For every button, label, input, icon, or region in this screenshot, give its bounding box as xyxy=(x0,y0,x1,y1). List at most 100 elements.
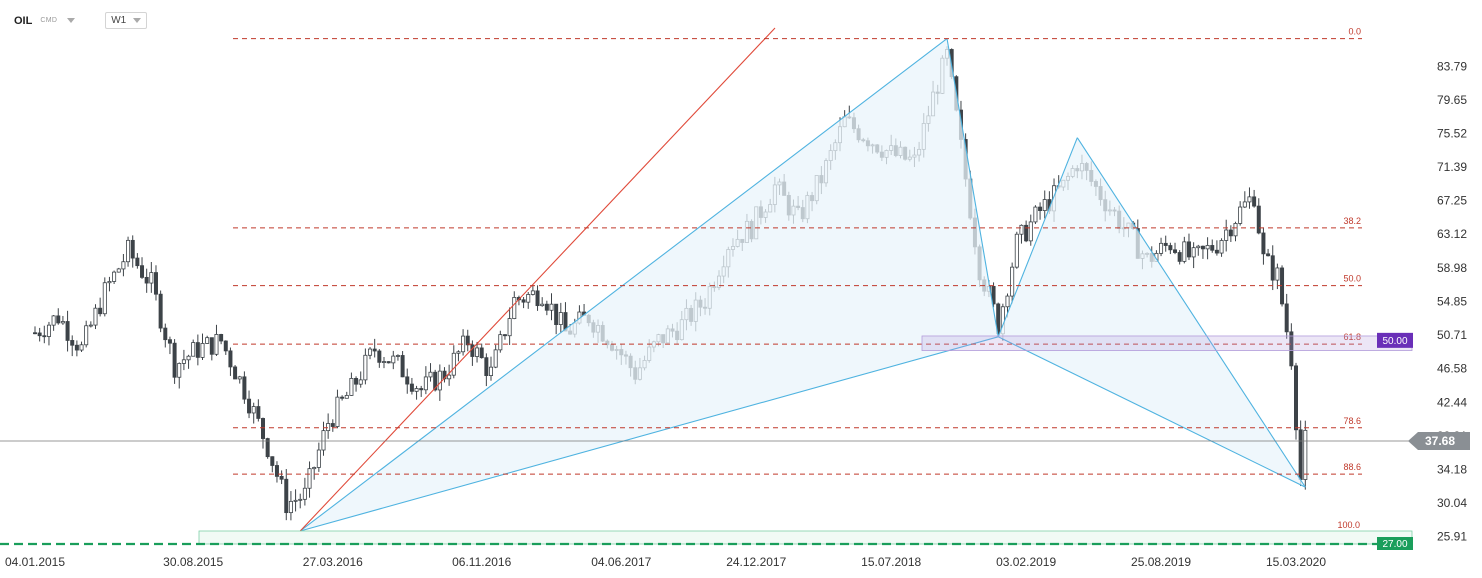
zone-tag-label: 50.00 xyxy=(1382,336,1407,347)
candle-body xyxy=(1219,240,1224,254)
candle xyxy=(419,385,424,397)
symbol-label[interactable]: OIL xyxy=(14,14,33,27)
timeframe-select[interactable]: W1 xyxy=(105,12,148,29)
candle-body xyxy=(354,378,359,385)
candle-body xyxy=(149,272,154,284)
support-zone xyxy=(198,530,1413,545)
candle-body xyxy=(1247,196,1252,203)
candle-body xyxy=(1024,224,1029,242)
candle-body xyxy=(344,395,349,399)
candle-body xyxy=(1173,249,1178,253)
candle-body xyxy=(1186,241,1191,258)
candle xyxy=(88,321,93,328)
symbol-dropdown-icon[interactable] xyxy=(67,18,76,23)
candle xyxy=(177,362,182,389)
candle-body xyxy=(279,476,284,480)
candle-body xyxy=(549,303,554,311)
candle xyxy=(1219,238,1224,257)
candle-body xyxy=(284,478,289,514)
candle-body xyxy=(1233,223,1238,237)
y-tick-label: 58.98 xyxy=(1437,261,1467,275)
candle-body xyxy=(507,318,512,337)
candle xyxy=(233,365,238,380)
candle-body xyxy=(340,396,345,399)
candle-body xyxy=(191,342,196,357)
candle xyxy=(270,456,275,473)
zone-tag xyxy=(1377,332,1413,348)
candle-body xyxy=(377,350,382,363)
candle-body xyxy=(1014,233,1019,268)
candle xyxy=(181,349,186,371)
candle xyxy=(544,300,549,316)
candle xyxy=(358,371,363,388)
candle xyxy=(405,368,410,394)
candle-body xyxy=(37,332,42,337)
candle-body xyxy=(116,268,121,273)
candle-body xyxy=(386,361,391,364)
candle-body xyxy=(121,261,126,270)
candle xyxy=(167,336,172,355)
candle-body xyxy=(1303,429,1308,480)
candle-body xyxy=(46,324,51,337)
candle xyxy=(65,310,70,352)
candle xyxy=(1038,202,1043,220)
fib-label: 38.2 xyxy=(1343,216,1361,226)
y-tick-label: 50.71 xyxy=(1437,328,1467,342)
candle-body xyxy=(158,293,163,329)
candle-body xyxy=(1191,247,1196,258)
candle xyxy=(1042,190,1047,219)
candle xyxy=(535,285,540,311)
candle xyxy=(1186,233,1191,261)
candle xyxy=(423,366,428,395)
candle xyxy=(79,341,84,352)
candle-body xyxy=(1294,365,1299,431)
y-tick-label: 67.25 xyxy=(1437,194,1467,208)
support-tag xyxy=(1377,537,1413,550)
candle xyxy=(1238,201,1243,226)
candle-body xyxy=(1196,245,1201,249)
candle xyxy=(126,236,131,267)
candle xyxy=(540,297,545,307)
candle xyxy=(186,354,191,369)
candle-body xyxy=(405,376,410,385)
candle xyxy=(33,326,38,335)
candle xyxy=(354,376,359,392)
candle xyxy=(1200,245,1205,259)
candle xyxy=(37,327,42,342)
candle-body xyxy=(419,388,424,391)
candle xyxy=(1028,214,1033,246)
candle-body xyxy=(1289,331,1294,367)
x-tick-label: 04.06.2017 xyxy=(591,555,651,569)
candle xyxy=(1252,189,1257,208)
candle-body xyxy=(363,354,368,381)
candle xyxy=(526,292,531,309)
candle-body xyxy=(163,327,168,341)
candle xyxy=(502,334,507,340)
candle xyxy=(307,461,312,498)
candle-body xyxy=(521,299,526,303)
candle xyxy=(530,285,535,296)
candle-body xyxy=(428,371,433,378)
candle-body xyxy=(1270,255,1275,281)
candle xyxy=(1010,262,1015,304)
candle xyxy=(381,356,386,369)
candle-body xyxy=(233,366,238,380)
candle-body xyxy=(489,366,494,376)
candle xyxy=(1266,248,1271,257)
candle-body xyxy=(437,370,442,391)
candle xyxy=(377,349,382,368)
candle-body xyxy=(112,271,117,282)
candle-body xyxy=(1163,242,1168,246)
candle-body xyxy=(33,332,38,335)
candle xyxy=(451,345,456,379)
candle-body xyxy=(302,487,307,500)
exchange-label[interactable]: CMD xyxy=(40,17,58,24)
candle xyxy=(191,339,196,357)
candle-body xyxy=(1210,245,1215,251)
candle-body xyxy=(1214,249,1219,254)
candle-body xyxy=(312,467,317,470)
candle-body xyxy=(1038,206,1043,211)
candle xyxy=(1261,227,1266,265)
candle-body xyxy=(293,499,298,502)
